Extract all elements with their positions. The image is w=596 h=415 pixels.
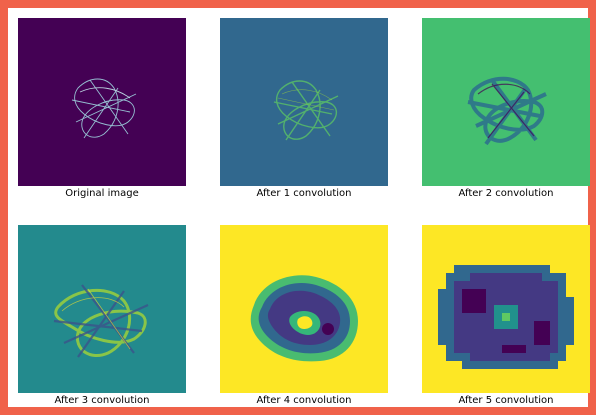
caption-after-5-convolution: After 5 convolution xyxy=(458,395,554,406)
panel-after-3-convolution: After 3 convolution xyxy=(18,225,186,406)
after-1-convolution-image xyxy=(220,18,388,186)
after-5-convolution-image xyxy=(422,225,590,393)
panel-after-2-convolution: After 2 convolution xyxy=(422,18,590,199)
caption-original-image: Original image xyxy=(65,188,139,199)
after-2-convolution-image xyxy=(422,18,590,186)
original-image xyxy=(18,18,186,186)
after-3-convolution-image xyxy=(18,225,186,393)
caption-after-1-convolution: After 1 convolution xyxy=(256,188,352,199)
panel-original-image: Original image xyxy=(18,18,186,199)
caption-after-3-convolution: After 3 convolution xyxy=(54,395,150,406)
panel-after-5-convolution: After 5 convolution xyxy=(422,225,590,406)
caption-after-2-convolution: After 2 convolution xyxy=(458,188,554,199)
after-4-convolution-image xyxy=(220,225,388,393)
panel-after-1-convolution: After 1 convolution xyxy=(220,18,388,199)
panel-after-4-convolution: After 4 convolution xyxy=(220,225,388,406)
caption-after-4-convolution: After 4 convolution xyxy=(256,395,352,406)
